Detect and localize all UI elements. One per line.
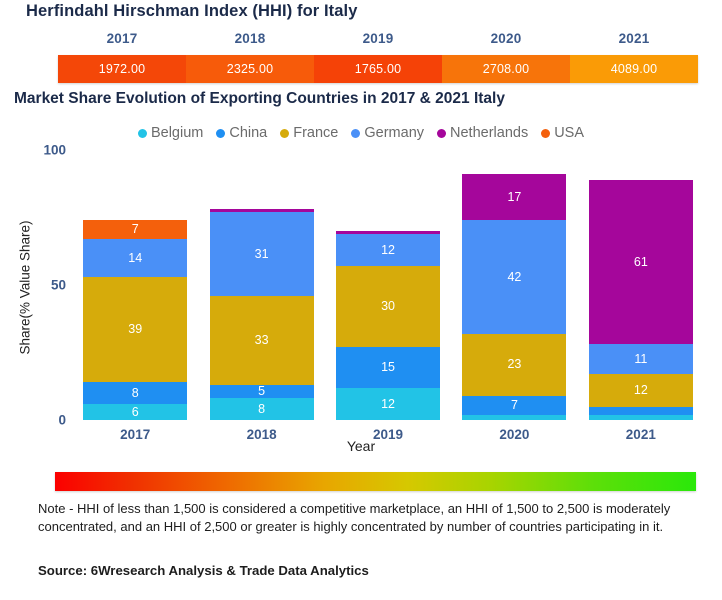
x-axis-tick-label: 2018 <box>246 427 277 442</box>
legend-item-label: China <box>229 125 268 141</box>
y-axis-ticks: 0 50 100 <box>20 143 66 428</box>
x-axis-tick-label: 2019 <box>372 427 404 442</box>
bar-column: 7 23 42 17 2020 <box>451 150 577 442</box>
legend-item-label: Netherlands <box>450 125 529 141</box>
bar-column: 12 11 61 2021 <box>578 150 704 442</box>
hhi-year-label: 2017 <box>106 31 138 46</box>
bar-segment-germany: 31 <box>209 212 314 296</box>
legend-item-usa[interactable]: USA <box>541 125 584 141</box>
chart-title: Market Share Evolution of Exporting Coun… <box>14 90 505 107</box>
y-axis-tick-label: 50 <box>50 277 66 293</box>
bar-segment-france: 23 <box>462 333 567 396</box>
bar-segment-netherlands: 17 <box>462 174 567 221</box>
hhi-value-cell: 2708.00 <box>442 55 570 83</box>
hhi-year-header-row: 2017 2018 2019 2020 2021 <box>58 31 698 49</box>
stacked-bar[interactable]: 8 5 33 31 <box>209 209 314 420</box>
hhi-year-label: 2019 <box>362 31 394 46</box>
note-text: Note - HHI of less than 1,500 is conside… <box>38 501 671 535</box>
bar-segment-belgium: 6 <box>83 403 188 420</box>
bar-segment-netherlands <box>209 209 314 213</box>
stacked-bar[interactable]: 12 15 30 12 <box>336 231 441 420</box>
hhi-value-cell: 4089.00 <box>570 55 698 83</box>
bar-segment-china: 7 <box>462 395 567 415</box>
bar-segment-germany: 12 <box>336 233 441 267</box>
bar-segment-france: 30 <box>336 266 441 348</box>
legend-swatch-icon <box>216 128 226 138</box>
bar-segment-belgium: 8 <box>209 398 314 420</box>
legend-swatch-icon <box>280 128 290 138</box>
bar-segment-belgium <box>462 414 567 420</box>
x-axis-label: Year <box>346 438 376 454</box>
bar-group: 6 8 39 14 7 2017 8 5 33 31 2018 12 15 30 12 2019 7 23 42 17… <box>72 150 704 442</box>
x-axis-tick-label: 2017 <box>120 427 151 442</box>
bar-segment-germany: 11 <box>588 344 693 375</box>
bar-column: 12 15 30 12 2019 <box>325 150 451 442</box>
hhi-year-label: 2020 <box>490 31 522 46</box>
bar-segment-france: 33 <box>209 295 314 385</box>
legend-item-china[interactable]: China <box>216 125 267 141</box>
bar-segment-netherlands: 61 <box>588 179 693 345</box>
chart-legend: Belgium China France Germany Netherlands USA <box>0 125 722 141</box>
hhi-value-cell: 1765.00 <box>314 55 442 83</box>
legend-item-belgium[interactable]: Belgium <box>137 125 204 141</box>
legend-item-label: Germany <box>364 125 425 141</box>
x-axis-tick-label: 2021 <box>625 427 656 442</box>
bar-segment-china: 5 <box>209 384 314 399</box>
legend-item-france[interactable]: France <box>280 125 338 141</box>
hhi-year-label: 2018 <box>234 31 266 46</box>
plot-area: Share(% Value Share) 0 50 100 6 8 39 14 7 2017 8… <box>0 143 722 454</box>
bar-segment-france: 39 <box>83 276 188 383</box>
legend-swatch-icon <box>541 128 551 138</box>
hhi-value-cell: 2325.00 <box>186 55 314 83</box>
bar-segment-china: 15 <box>336 347 441 388</box>
bar-segment-germany: 42 <box>462 220 567 334</box>
bar-segment-france: 12 <box>588 374 693 407</box>
legend-item-germany[interactable]: Germany <box>351 125 424 141</box>
bar-segment-china <box>588 406 693 415</box>
hhi-title: Herfindahl Hirschman Index (HHI) for Ita… <box>26 2 358 20</box>
stacked-bar[interactable]: 7 23 42 17 <box>462 174 567 420</box>
bar-segment-usa: 7 <box>83 220 188 240</box>
bar-column: 6 8 39 14 7 2017 <box>72 150 198 442</box>
bar-column: 8 5 33 31 2018 <box>198 150 324 442</box>
legend-item-label: Belgium <box>150 125 204 141</box>
bar-segment-belgium <box>588 414 693 420</box>
stacked-bar[interactable]: 6 8 39 14 7 <box>83 220 188 420</box>
stacked-bar[interactable]: 12 11 61 <box>588 179 693 420</box>
legend-item-label: USA <box>554 125 585 141</box>
hhi-value-cell: 1972.00 <box>58 55 186 83</box>
bar-segment-netherlands <box>336 231 441 234</box>
y-axis-tick-label: 0 <box>58 412 66 428</box>
bar-segment-belgium: 12 <box>336 387 441 420</box>
hhi-year-label: 2021 <box>618 31 650 46</box>
source-text: Source: 6Wresearch Analysis & Trade Data… <box>38 563 369 578</box>
concentration-gradient-bar <box>55 472 696 491</box>
legend-swatch-icon <box>351 128 361 138</box>
legend-swatch-icon <box>137 128 147 138</box>
legend-item-label: France <box>293 125 339 141</box>
bar-segment-germany: 14 <box>83 239 188 277</box>
legend-item-netherlands[interactable]: Netherlands <box>437 125 528 141</box>
hhi-value-bar: 1972.00 2325.00 1765.00 2708.00 4089.00 <box>58 55 698 83</box>
bar-segment-china: 8 <box>83 382 188 404</box>
y-axis-tick-label: 100 <box>43 142 66 158</box>
x-axis-tick-label: 2020 <box>499 427 530 442</box>
legend-swatch-icon <box>437 128 447 138</box>
